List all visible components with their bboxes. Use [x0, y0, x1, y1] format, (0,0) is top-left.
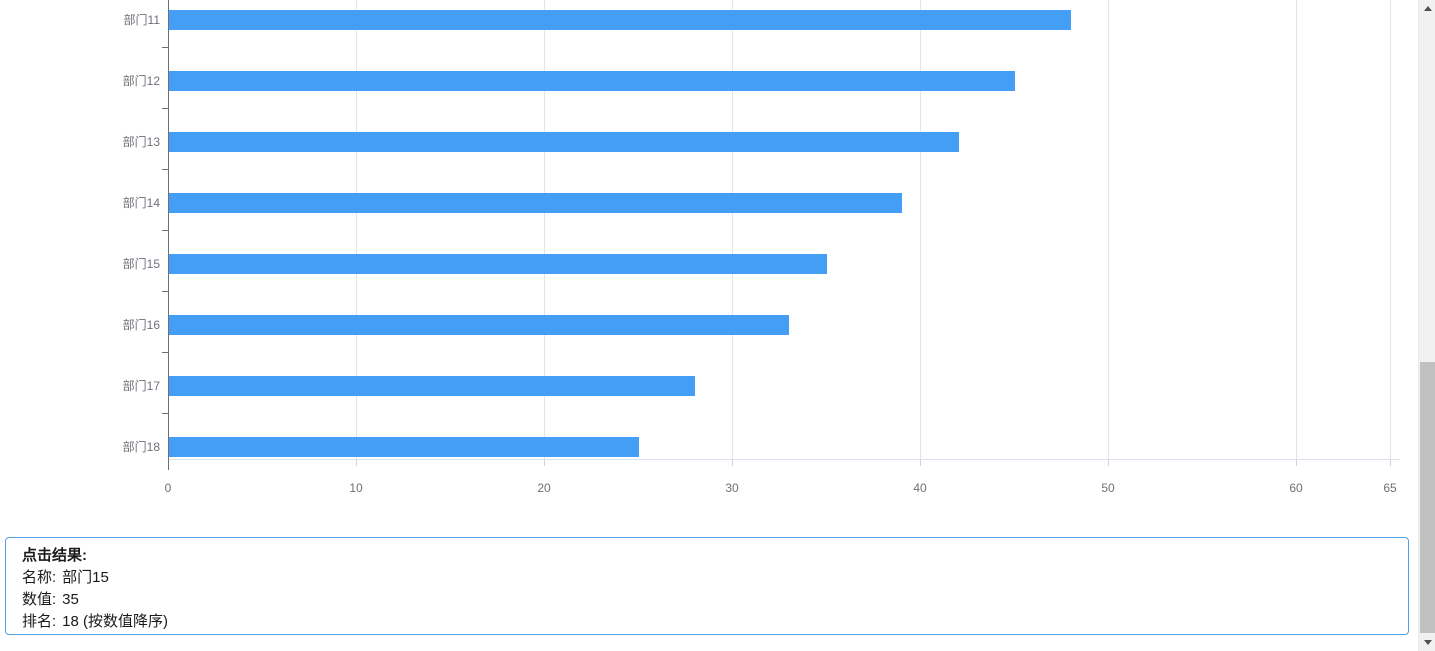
chart-bar[interactable]: [169, 132, 959, 152]
result-rank-label: 排名:: [22, 613, 57, 630]
x-axis-tick: [1108, 460, 1109, 466]
x-gridline: [732, 0, 733, 459]
x-axis-tick-label: 0: [164, 481, 172, 495]
click-result-panel: 点击结果: 名称: 部门15 数值: 35 排名: 18 (按数值降序): [5, 537, 1409, 635]
x-axis-tick-label: 20: [537, 481, 551, 495]
chart-bar[interactable]: [169, 71, 1015, 91]
y-axis-tick: [162, 291, 169, 292]
vertical-scrollbar[interactable]: [1418, 0, 1435, 651]
y-axis-category-label: 部门12: [122, 74, 160, 88]
result-value-label: 数值:: [22, 591, 57, 608]
scroll-up-button[interactable]: [1419, 0, 1435, 17]
result-rank-line: 排名: 18 (按数值降序): [22, 611, 1392, 633]
x-axis-tick-label: 30: [725, 481, 739, 495]
result-value-line: 数值: 35: [22, 589, 1392, 611]
y-axis-tick: [162, 413, 169, 414]
y-axis-tick: [162, 352, 169, 353]
x-gridline: [1108, 0, 1109, 459]
x-axis-tick-label: 60: [1289, 481, 1303, 495]
chart-bar[interactable]: [169, 315, 789, 335]
department-bar-chart: 0 10 20 30 40 50 60 65 部门11 部门12 部门13 部门14 部门15 部门16 部…: [122, 0, 1400, 495]
y-axis-category-label: 部门18: [122, 440, 160, 454]
x-gridline: [544, 0, 545, 459]
y-axis-category-label: 部门13: [122, 135, 160, 149]
scrollbar-up-arrow: [1423, 6, 1432, 11]
x-axis-tick: [732, 460, 733, 466]
result-name-label: 名称:: [22, 569, 57, 586]
y-axis-category-label: 部门16: [122, 318, 160, 332]
y-axis-category-label: 部门11: [123, 13, 160, 27]
x-axis-tick-label: 65: [1383, 481, 1397, 495]
y-axis-category-label: 部门17: [122, 379, 160, 393]
x-axis-tick: [1296, 460, 1297, 466]
chart-bar[interactable]: [169, 437, 639, 457]
x-axis-tick-label: 10: [349, 481, 363, 495]
x-gridline: [356, 0, 357, 459]
result-value-value: 35: [62, 591, 79, 608]
y-axis-tick: [162, 169, 169, 170]
chart-bar[interactable]: [169, 376, 695, 396]
x-axis-tick: [920, 460, 921, 466]
chart-bar[interactable]: [169, 254, 827, 274]
scroll-down-button[interactable]: [1419, 634, 1435, 651]
x-axis-tick: [356, 460, 357, 466]
chart-bar[interactable]: [169, 193, 902, 213]
x-axis-line: [168, 459, 1400, 460]
result-panel-title: 点击结果:: [22, 547, 87, 564]
y-axis-tick: [162, 47, 169, 48]
x-gridline: [1296, 0, 1297, 459]
result-name-line: 名称: 部门15: [22, 567, 1392, 589]
y-axis-tick: [162, 230, 169, 231]
x-axis-tick-label: 50: [1101, 481, 1115, 495]
chart-bar[interactable]: [169, 10, 1071, 30]
result-rank-value: 18 (按数值降序): [62, 613, 169, 630]
x-axis-tick-label: 40: [913, 481, 927, 495]
x-axis-tick: [544, 460, 545, 466]
y-axis-line: [168, 0, 169, 470]
y-axis-category-label: 部门14: [122, 196, 160, 210]
y-axis-tick: [162, 108, 169, 109]
scrollbar-thumb[interactable]: [1420, 362, 1435, 633]
scrollbar-down-arrow: [1423, 640, 1432, 645]
x-axis-tick: [1390, 460, 1391, 466]
x-gridline: [920, 0, 921, 459]
result-name-value: 部门15: [62, 569, 109, 586]
y-axis-category-label: 部门15: [122, 257, 160, 271]
x-gridline: [1390, 0, 1391, 459]
